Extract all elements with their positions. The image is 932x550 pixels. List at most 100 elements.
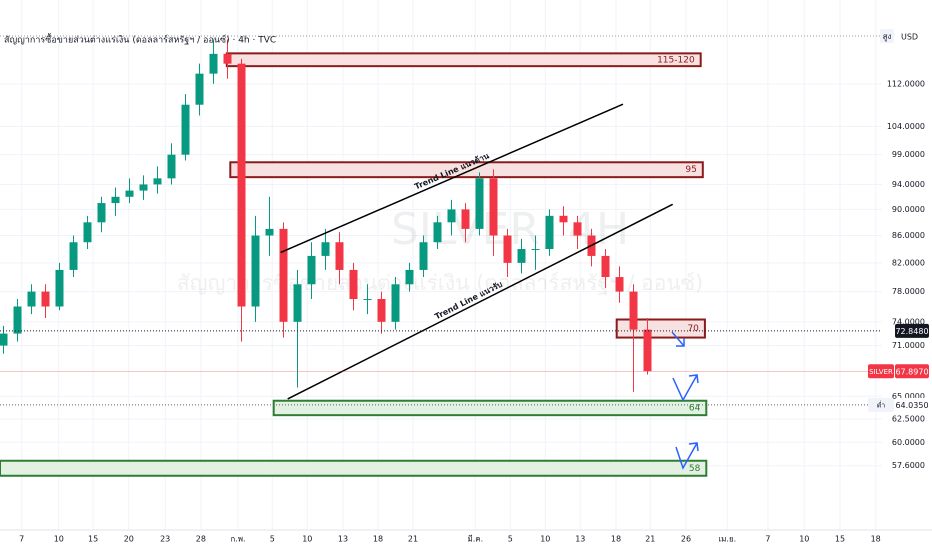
candle-body xyxy=(601,255,610,278)
arrow xyxy=(671,331,685,347)
candle-body xyxy=(433,222,442,243)
x-tick-label: 13 xyxy=(575,535,585,544)
x-tick-label: เม.ย. xyxy=(718,535,736,544)
x-tick-label: มี.ค. xyxy=(467,535,483,544)
candle-body xyxy=(139,184,148,191)
zone-label: 115-120 xyxy=(657,55,695,65)
price-badge-label: 72.8480 xyxy=(895,327,928,336)
scale-label: สูง xyxy=(883,32,892,42)
x-tick-label: 5 xyxy=(508,535,513,544)
candle-body xyxy=(559,215,568,223)
x-tick-label: 15 xyxy=(835,535,845,544)
candle-body xyxy=(167,154,176,179)
zone xyxy=(225,52,702,68)
candle-body xyxy=(363,299,372,301)
candle-body xyxy=(461,209,470,229)
zone-label: 64 xyxy=(689,403,701,413)
y-tick-label: 57.6000 xyxy=(892,461,925,470)
axes: 112.0000 104.0000 99.0000 94.0000 90.0000 86.… xyxy=(19,79,929,544)
chart-title: สัญญาการซื้อขายส่วนต่างแร่เงิน (ดอลลาร์ส… xyxy=(4,33,276,46)
y-tick-label: 82.0000 xyxy=(892,258,925,267)
candle-body xyxy=(307,255,316,285)
candle-body xyxy=(503,235,512,263)
candle-body xyxy=(349,269,358,300)
zone xyxy=(615,318,706,339)
zone xyxy=(229,161,704,179)
zone-label: 95 xyxy=(685,165,696,175)
arrow-head xyxy=(676,338,685,347)
candle-body xyxy=(321,242,330,256)
watermark-subtitle: สัญญาการซื้อขายส่วนต่างแร่เงิน (ดอลลาร์ส… xyxy=(177,268,703,295)
candle-body xyxy=(573,222,582,236)
y-tick-label: 60.0000 xyxy=(892,438,925,447)
trend-line xyxy=(287,203,674,400)
y-tick-label: 99.0000 xyxy=(892,150,925,159)
candle-body xyxy=(643,329,652,372)
candle-body xyxy=(405,269,414,285)
x-tick-label: 26 xyxy=(681,535,691,544)
candle-body xyxy=(181,104,190,155)
candle-body xyxy=(475,178,484,229)
price-axis xyxy=(882,0,932,550)
y-tick-label: 78.0000 xyxy=(892,287,925,296)
x-tick-label: 28 xyxy=(196,535,206,544)
arrow-head xyxy=(688,374,699,384)
candle-body xyxy=(447,209,456,223)
candle-body xyxy=(209,53,218,74)
zone-label: 70 xyxy=(687,324,699,334)
y-tick-label: 90.0000 xyxy=(892,205,925,214)
x-tick-label: 13 xyxy=(338,535,348,544)
candle-body xyxy=(223,53,232,64)
candle-body xyxy=(55,269,64,307)
currency-label: USD xyxy=(901,33,918,42)
candle-body xyxy=(111,196,120,204)
candle-body xyxy=(251,235,260,307)
x-tick-label: 10 xyxy=(540,535,550,544)
candle-body xyxy=(69,242,78,270)
candle-body xyxy=(41,291,50,307)
trend-line xyxy=(280,103,624,254)
candle-body xyxy=(391,284,400,322)
candle-body xyxy=(419,242,428,270)
x-tick-label: 7 xyxy=(19,535,24,544)
price-badge xyxy=(895,397,929,412)
name-badge-label: SILVER xyxy=(869,368,893,376)
arrow-head xyxy=(688,442,699,452)
candle-body xyxy=(489,178,498,236)
x-tick-label: 21 xyxy=(645,535,655,544)
candle-body xyxy=(335,242,344,270)
scale-badge xyxy=(880,29,894,43)
x-tick-label: 20 xyxy=(124,535,134,544)
name-badge-label: ต่ำ xyxy=(877,400,886,409)
zone-label: 58 xyxy=(689,464,701,474)
candle-body xyxy=(279,228,288,322)
y-tick-label: 71.0000 xyxy=(892,341,925,350)
y-tick-label: 94.0000 xyxy=(892,180,925,189)
grid xyxy=(0,0,882,530)
candle-body xyxy=(195,73,204,105)
candle-body xyxy=(293,284,302,322)
candle-body xyxy=(153,178,162,185)
name-badge xyxy=(868,364,894,379)
x-tick-label: 7 xyxy=(765,535,770,544)
zone xyxy=(272,399,708,417)
y-tick-label: 62.5000 xyxy=(892,414,925,423)
x-tick-label: 5 xyxy=(270,535,275,544)
y-tick-label: 104.0000 xyxy=(887,122,925,131)
arrow xyxy=(672,374,698,402)
y-tick-label: 65.0000 xyxy=(892,392,925,401)
candle-body xyxy=(13,306,22,334)
x-tick-label: 15 xyxy=(88,535,98,544)
candle-body xyxy=(629,291,638,330)
candle-body xyxy=(517,249,526,263)
price-badge-label: 64.0350 xyxy=(895,401,928,410)
x-tick-label: 18 xyxy=(871,535,881,544)
zone xyxy=(0,459,708,477)
candle-body xyxy=(531,249,540,251)
x-tick-label: ก.พ. xyxy=(230,535,245,544)
price-badge-label: 67.8970 xyxy=(895,367,928,376)
candle-body xyxy=(83,222,92,243)
candle-body xyxy=(615,277,624,292)
